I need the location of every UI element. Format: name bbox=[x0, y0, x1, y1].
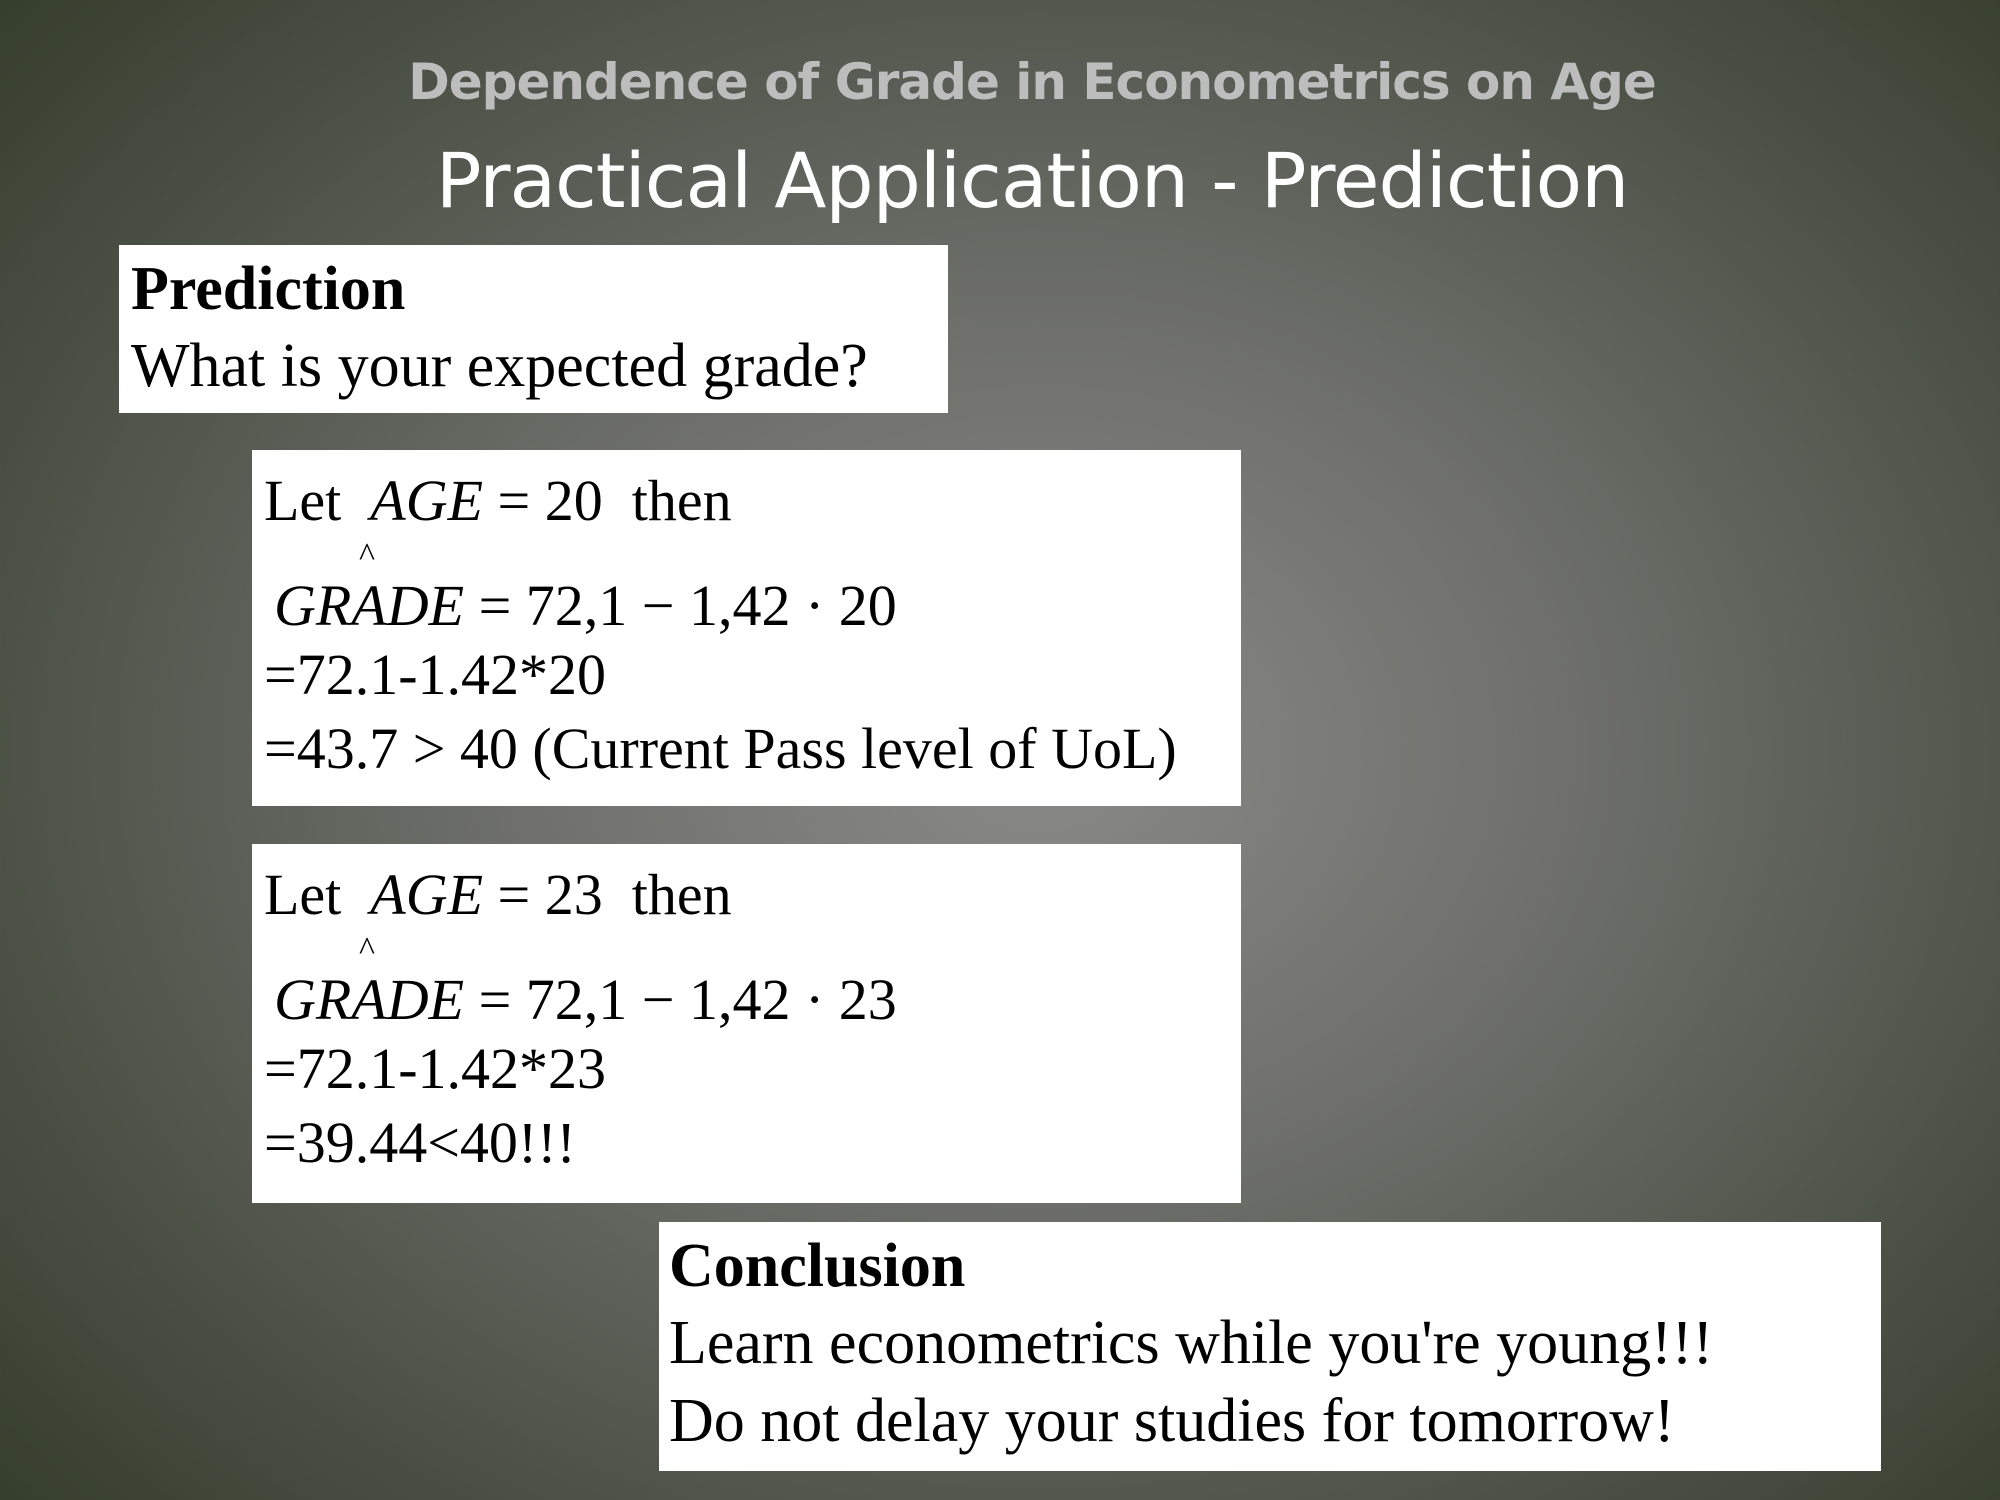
case-age-20-box: Let AGE = 20 then ^ GRADE = 72,1 − 1,42 … bbox=[252, 450, 1241, 806]
prediction-box: Prediction What is your expected grade? bbox=[119, 245, 948, 413]
equation-rhs: = 72,1 − 1,42 · 20 bbox=[478, 573, 897, 638]
grade-equation: GRADE = 72,1 − 1,42 · 23 bbox=[264, 968, 1229, 1032]
conclusion-heading: Conclusion bbox=[669, 1232, 966, 1300]
grade-equation: GRADE = 72,1 − 1,42 · 20 bbox=[264, 574, 1229, 638]
grade-var: GRADE bbox=[274, 573, 465, 638]
slide-title: Practical Application - Prediction bbox=[435, 136, 1630, 225]
let-line: Let AGE = 23 then bbox=[264, 858, 1229, 932]
variable: AGE bbox=[370, 862, 484, 927]
case-age-23-box: Let AGE = 23 then ^ GRADE = 72,1 − 1,42 … bbox=[252, 844, 1241, 1203]
then-word: then bbox=[631, 862, 732, 927]
equation-rhs: = 72,1 − 1,42 · 23 bbox=[478, 967, 897, 1032]
assignment: = 20 bbox=[497, 468, 603, 533]
result-line: =43.7 > 40 (Current Pass level of UoL) bbox=[264, 716, 1177, 781]
conclusion-box: Conclusion Learn econometrics while you'… bbox=[659, 1222, 1881, 1471]
conclusion-line-2: Do not delay your studies for tomorrow! bbox=[669, 1387, 1675, 1455]
let-line: Let AGE = 20 then bbox=[264, 464, 1229, 538]
let-word: Let bbox=[264, 862, 342, 927]
hat-symbol: ^ bbox=[359, 932, 375, 968]
conclusion-line-1: Learn econometrics while you're young!!! bbox=[669, 1309, 1714, 1377]
result-line: =39.44<40!!! bbox=[264, 1110, 576, 1175]
variable: AGE bbox=[370, 468, 484, 533]
slide-subtitle: Dependence of Grade in Econometrics on A… bbox=[408, 53, 1657, 111]
hat-symbol: ^ bbox=[359, 538, 375, 574]
prediction-question: What is your expected grade? bbox=[131, 332, 868, 400]
assignment: = 23 bbox=[497, 862, 603, 927]
calc-line: =72.1-1.42*20 bbox=[264, 642, 607, 707]
let-word: Let bbox=[264, 468, 342, 533]
calc-line: =72.1-1.42*23 bbox=[264, 1036, 607, 1101]
then-word: then bbox=[631, 468, 732, 533]
grade-var: GRADE bbox=[274, 967, 465, 1032]
prediction-heading: Prediction bbox=[131, 255, 406, 323]
